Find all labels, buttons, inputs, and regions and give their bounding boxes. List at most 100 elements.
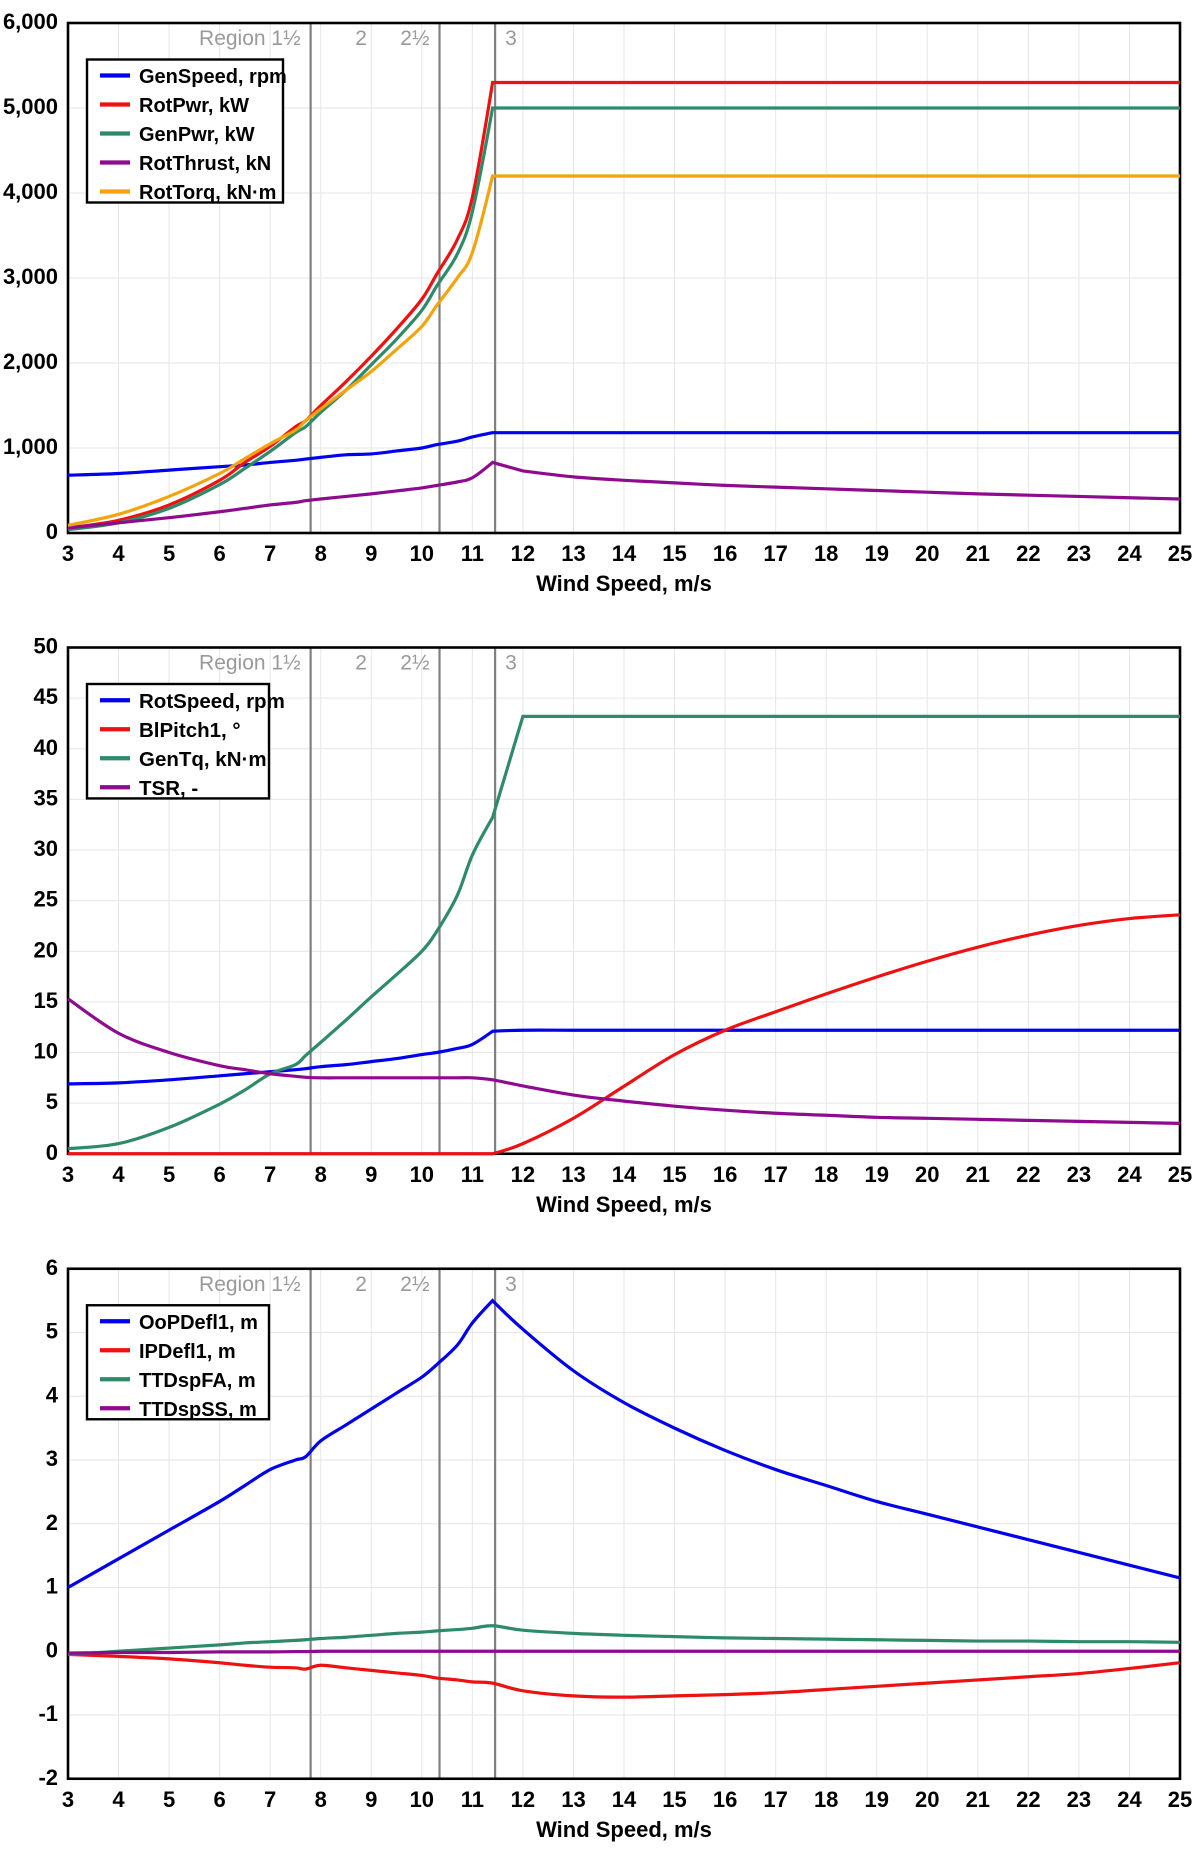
svg-text:25: 25 [34,887,58,912]
svg-text:12: 12 [511,1162,535,1187]
svg-text:0: 0 [46,519,58,544]
svg-text:7: 7 [264,1787,276,1812]
svg-text:35: 35 [34,785,58,810]
svg-text:Region 1½: Region 1½ [199,1273,301,1296]
svg-text:4,000: 4,000 [3,179,58,204]
svg-text:Region 1½: Region 1½ [199,652,301,675]
svg-text:6: 6 [214,541,226,566]
svg-text:3: 3 [62,1787,74,1812]
svg-text:21: 21 [966,1162,990,1187]
svg-text:1,000: 1,000 [3,434,58,459]
svg-text:2: 2 [355,1273,367,1296]
svg-text:9: 9 [365,1162,377,1187]
svg-text:12: 12 [511,1787,535,1812]
svg-text:15: 15 [662,1787,686,1812]
svg-text:20: 20 [915,1162,939,1187]
svg-text:25: 25 [1168,541,1192,566]
svg-text:7: 7 [264,1162,276,1187]
svg-text:5: 5 [163,1162,175,1187]
svg-text:-2: -2 [38,1765,58,1790]
svg-text:TTDspFA, m: TTDspFA, m [139,1370,256,1392]
svg-text:6: 6 [214,1162,226,1187]
svg-text:10: 10 [34,1039,58,1064]
svg-text:20: 20 [915,541,939,566]
svg-text:5,000: 5,000 [3,94,58,119]
svg-text:4: 4 [46,1382,59,1407]
svg-text:RotSpeed, rpm: RotSpeed, rpm [139,690,285,713]
svg-text:19: 19 [864,1787,888,1812]
svg-text:15: 15 [34,988,58,1013]
svg-text:22: 22 [1016,541,1040,566]
svg-text:2: 2 [355,27,367,50]
svg-text:2½: 2½ [400,652,429,675]
svg-text:0: 0 [46,1637,58,1662]
svg-text:7: 7 [264,541,276,566]
svg-text:RotTorq, kN·m: RotTorq, kN·m [139,182,276,204]
svg-text:-1: -1 [38,1701,58,1726]
svg-text:8: 8 [315,1162,327,1187]
svg-text:23: 23 [1067,1787,1091,1812]
svg-text:BlPitch1, °: BlPitch1, ° [139,719,241,742]
svg-text:RotPwr, kW: RotPwr, kW [139,95,249,117]
svg-text:16: 16 [713,1787,737,1812]
svg-text:3: 3 [505,652,517,675]
svg-text:5: 5 [163,1787,175,1812]
svg-text:15: 15 [662,541,686,566]
svg-text:14: 14 [612,541,637,566]
svg-text:OoPDefl1, m: OoPDefl1, m [139,1312,258,1334]
svg-text:12: 12 [511,541,535,566]
svg-text:25: 25 [1168,1162,1192,1187]
svg-text:19: 19 [864,1162,888,1187]
svg-text:4: 4 [112,1162,125,1187]
svg-text:13: 13 [561,1162,585,1187]
svg-text:24: 24 [1117,1787,1142,1812]
svg-text:19: 19 [864,541,888,566]
svg-text:0: 0 [46,1140,58,1165]
svg-text:2½: 2½ [400,27,429,50]
svg-text:23: 23 [1067,1162,1091,1187]
svg-text:23: 23 [1067,541,1091,566]
svg-text:18: 18 [814,541,838,566]
svg-text:3: 3 [62,541,74,566]
svg-text:16: 16 [713,1162,737,1187]
svg-text:24: 24 [1117,541,1142,566]
svg-text:RotThrust, kN: RotThrust, kN [139,153,271,175]
svg-text:10: 10 [410,1162,434,1187]
svg-text:17: 17 [763,1787,787,1812]
svg-text:GenTq, kN·m: GenTq, kN·m [139,748,267,771]
svg-text:6,000: 6,000 [3,9,58,34]
svg-text:45: 45 [34,684,58,709]
svg-text:20: 20 [915,1787,939,1812]
svg-text:9: 9 [365,541,377,566]
svg-text:25: 25 [1168,1787,1192,1812]
svg-text:16: 16 [713,541,737,566]
svg-text:2: 2 [46,1510,58,1535]
svg-text:Region 1½: Region 1½ [199,27,301,50]
svg-text:GenSpeed, rpm: GenSpeed, rpm [139,66,287,88]
svg-text:3: 3 [505,27,517,50]
svg-text:13: 13 [561,541,585,566]
svg-text:17: 17 [763,1162,787,1187]
svg-text:11: 11 [461,1162,484,1187]
svg-text:10: 10 [410,541,434,566]
svg-text:1: 1 [46,1574,58,1599]
svg-text:TSR, -: TSR, - [139,777,198,800]
svg-text:5: 5 [46,1089,58,1114]
svg-text:15: 15 [662,1162,686,1187]
svg-text:18: 18 [814,1787,838,1812]
svg-text:11: 11 [461,541,484,566]
svg-text:14: 14 [612,1162,637,1187]
svg-text:6: 6 [46,1255,58,1280]
svg-text:3,000: 3,000 [3,264,58,289]
svg-text:17: 17 [763,541,787,566]
svg-text:30: 30 [34,836,58,861]
svg-text:5: 5 [46,1319,58,1344]
svg-text:24: 24 [1117,1162,1142,1187]
svg-text:3: 3 [505,1273,517,1296]
svg-text:10: 10 [410,1787,434,1812]
svg-text:22: 22 [1016,1787,1040,1812]
svg-text:Wind Speed, m/s: Wind Speed, m/s [536,571,712,596]
svg-text:IPDefl1, m: IPDefl1, m [139,1341,236,1363]
svg-text:13: 13 [561,1787,585,1812]
svg-text:21: 21 [966,541,990,566]
